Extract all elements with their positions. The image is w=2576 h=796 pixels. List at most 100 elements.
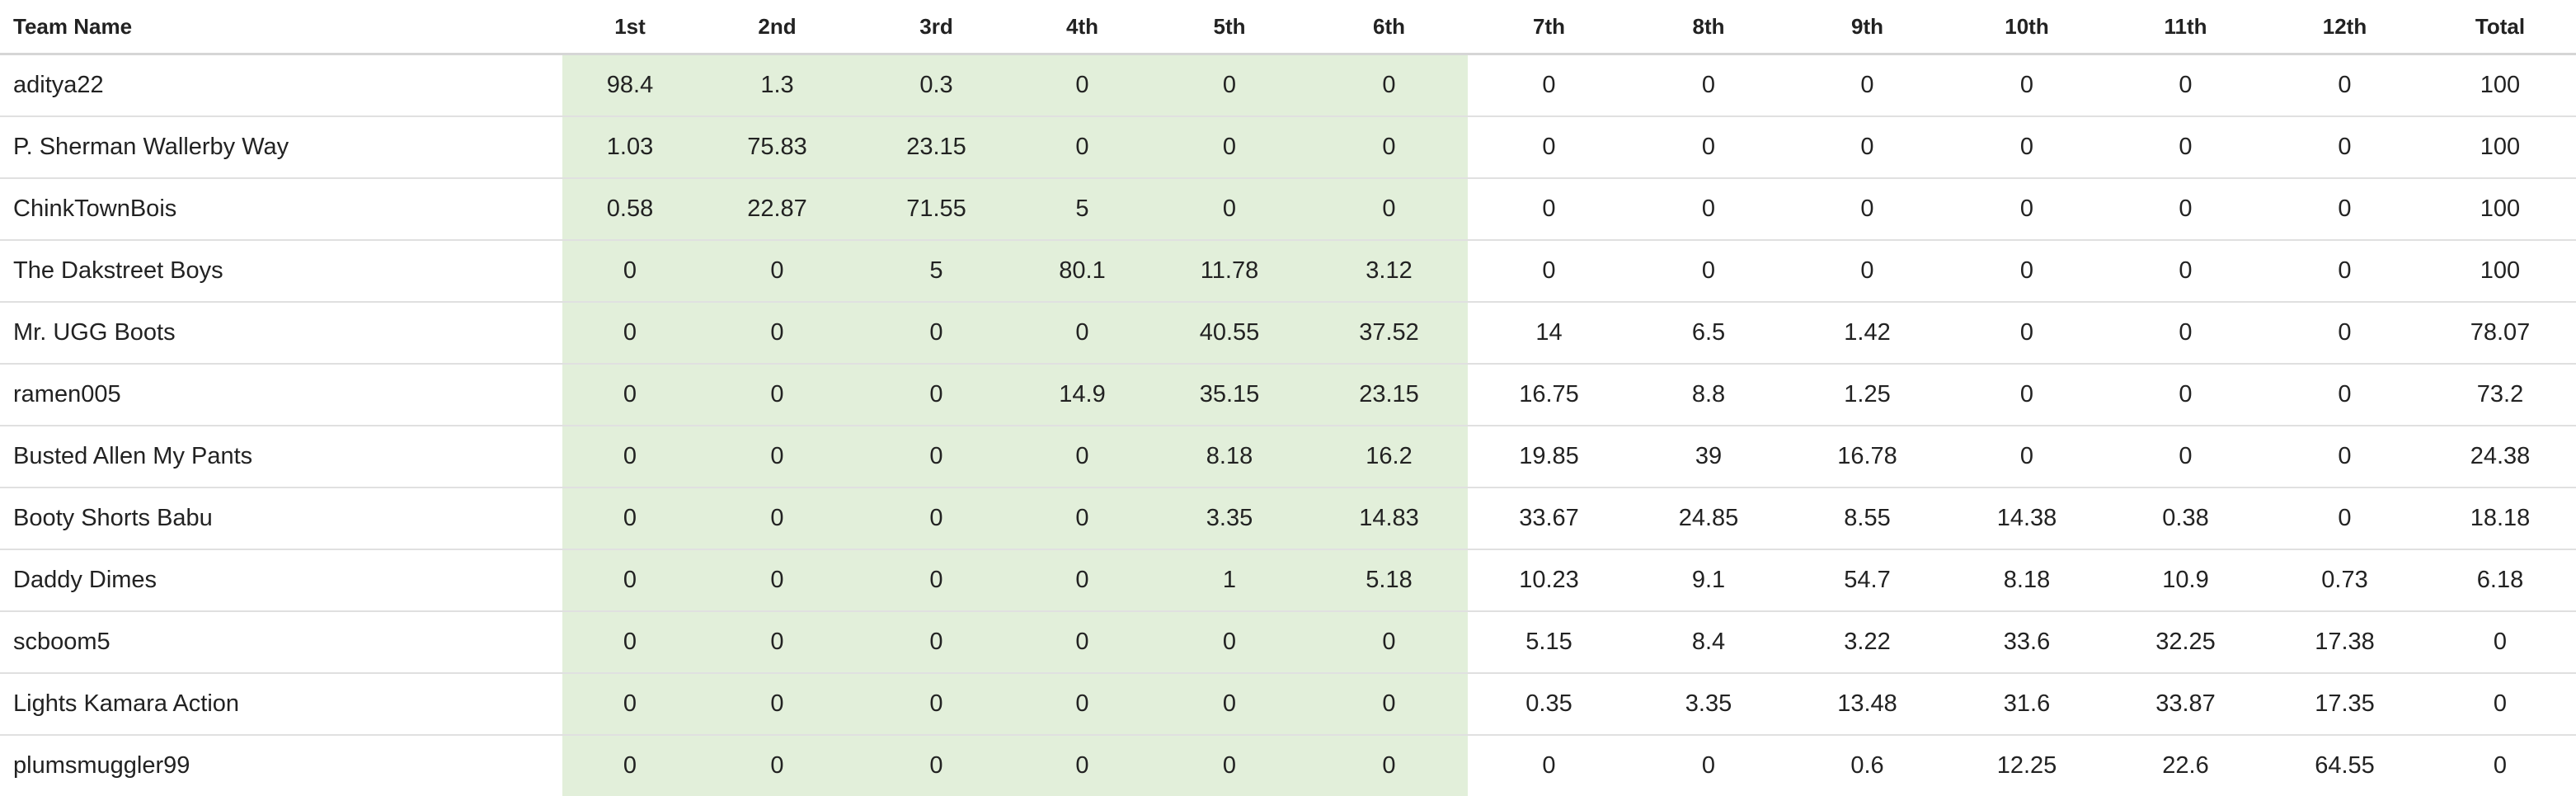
value-cell: 0 (562, 426, 698, 487)
value-cell: 0 (857, 735, 1016, 796)
value-cell: 0 (1016, 426, 1149, 487)
value-cell: 0 (1310, 735, 1468, 796)
value-cell: 16.75 (1468, 364, 1630, 426)
team-name-cell: Busted Allen My Pants (0, 426, 562, 487)
value-cell: 0 (1948, 240, 2106, 302)
value-cell: 100 (2424, 178, 2576, 240)
header-col-6[interactable]: 6th (1310, 0, 1468, 54)
value-cell: 3.35 (1149, 487, 1310, 549)
value-cell: 0 (1149, 735, 1310, 796)
value-cell: 0 (1310, 611, 1468, 673)
value-cell: 22.6 (2106, 735, 2265, 796)
value-cell: 39 (1630, 426, 1787, 487)
value-cell: 0 (1149, 611, 1310, 673)
value-cell: 0 (698, 426, 857, 487)
value-cell: 5.15 (1468, 611, 1630, 673)
value-cell: 0 (2106, 302, 2265, 364)
value-cell: 23.15 (1310, 364, 1468, 426)
value-cell: 0 (1948, 178, 2106, 240)
value-cell: 17.35 (2265, 673, 2424, 735)
value-cell: 0 (2265, 116, 2424, 178)
header-col-2[interactable]: 2nd (698, 0, 857, 54)
value-cell: 0 (1468, 240, 1630, 302)
value-cell: 0 (1016, 735, 1149, 796)
value-cell: 0 (2265, 426, 2424, 487)
value-cell: 0 (2265, 54, 2424, 117)
value-cell: 0 (1630, 178, 1787, 240)
value-cell: 0 (857, 426, 1016, 487)
value-cell: 33.67 (1468, 487, 1630, 549)
header-col-12[interactable]: 12th (2265, 0, 2424, 54)
value-cell: 31.6 (1948, 673, 2106, 735)
team-name-cell: Daddy Dimes (0, 549, 562, 611)
header-col-1[interactable]: 1st (562, 0, 698, 54)
value-cell: 13.48 (1787, 673, 1948, 735)
value-cell: 100 (2424, 116, 2576, 178)
value-cell: 0 (1630, 116, 1787, 178)
header-col-9[interactable]: 9th (1787, 0, 1948, 54)
value-cell: 1.3 (698, 54, 857, 117)
value-cell: 0 (2106, 426, 2265, 487)
value-cell: 0 (1016, 673, 1149, 735)
header-col-8[interactable]: 8th (1630, 0, 1787, 54)
value-cell: 0 (2265, 302, 2424, 364)
value-cell: 12.25 (1948, 735, 2106, 796)
value-cell: 8.4 (1630, 611, 1787, 673)
value-cell: 23.15 (857, 116, 1016, 178)
value-cell: 0 (562, 549, 698, 611)
value-cell: 0 (1787, 54, 1948, 117)
value-cell: 5 (857, 240, 1016, 302)
value-cell: 0 (857, 549, 1016, 611)
value-cell: 100 (2424, 54, 2576, 117)
value-cell: 0 (1948, 116, 2106, 178)
team-name-cell: ChinkTownBois (0, 178, 562, 240)
value-cell: 8.55 (1787, 487, 1948, 549)
header-col-7[interactable]: 7th (1468, 0, 1630, 54)
value-cell: 0 (562, 487, 698, 549)
header-col-5[interactable]: 5th (1149, 0, 1310, 54)
value-cell: 0 (2265, 487, 2424, 549)
value-cell: 0 (1468, 116, 1630, 178)
value-cell: 0 (1630, 240, 1787, 302)
value-cell: 14.83 (1310, 487, 1468, 549)
value-cell: 98.4 (562, 54, 698, 117)
value-cell: 0 (698, 364, 857, 426)
header-col-3[interactable]: 3rd (857, 0, 1016, 54)
value-cell: 0.3 (857, 54, 1016, 117)
header-col-4[interactable]: 4th (1016, 0, 1149, 54)
value-cell: 16.2 (1310, 426, 1468, 487)
value-cell: 0 (1468, 735, 1630, 796)
value-cell: 0 (562, 364, 698, 426)
value-cell: 1.25 (1787, 364, 1948, 426)
team-name-cell: Lights Kamara Action (0, 673, 562, 735)
header-col-11[interactable]: 11th (2106, 0, 2265, 54)
value-cell: 0 (1948, 426, 2106, 487)
value-cell: 17.38 (2265, 611, 2424, 673)
value-cell: 6.5 (1630, 302, 1787, 364)
value-cell: 0 (2265, 364, 2424, 426)
value-cell: 0 (698, 549, 857, 611)
value-cell: 0 (1787, 116, 1948, 178)
value-cell: 0 (2265, 178, 2424, 240)
value-cell: 19.85 (1468, 426, 1630, 487)
value-cell: 22.87 (698, 178, 857, 240)
header-col-13[interactable]: Total (2424, 0, 2576, 54)
value-cell: 0 (857, 364, 1016, 426)
value-cell: 6.18 (2424, 549, 2576, 611)
value-cell: 0 (2424, 735, 2576, 796)
header-team-name[interactable]: Team Name (0, 0, 562, 54)
value-cell: 32.25 (2106, 611, 2265, 673)
header-col-10[interactable]: 10th (1948, 0, 2106, 54)
team-name-cell: scboom5 (0, 611, 562, 673)
value-cell: 0 (1787, 240, 1948, 302)
value-cell: 0 (562, 735, 698, 796)
